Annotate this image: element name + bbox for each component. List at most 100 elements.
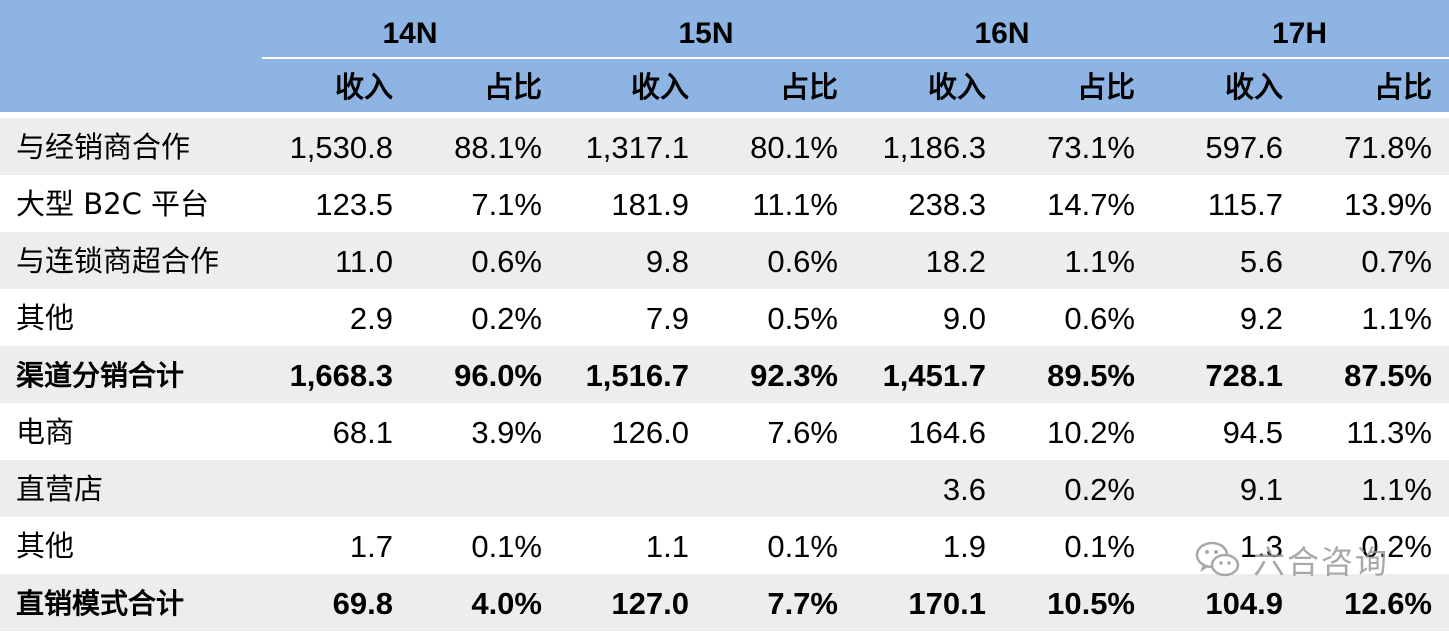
row-label: 渠道分销合计 [16, 359, 185, 392]
revenue-cell-14n: 123.5 [315, 187, 393, 222]
revenue-cell-14n: 69.8 [332, 586, 393, 621]
revenue-cell-14n: 1,530.8 [289, 130, 393, 165]
table-row: 直营店 3.6 0.2% 9.1 1.1% [0, 460, 1449, 517]
share-cell-14n: 88.1% [454, 130, 542, 165]
share-cell-15n [688, 460, 838, 517]
revenue-cell-14n: 1,668.3 [289, 358, 393, 393]
share-cell-15n: 7.7% [767, 586, 838, 621]
row-label: 与经销商合作 [16, 130, 191, 164]
revenue-cell-15n: 7.9 [645, 301, 689, 336]
revenue-cell-15n: 1,317.1 [585, 130, 689, 165]
revenue-cell-15n: 1.1 [645, 529, 689, 564]
table-row: 电商 68.1 3.9% 126.0 7.6% 164.6 10.2% 94.5 11.3% [0, 403, 1449, 460]
share-cell-14n: 4.0% [471, 586, 542, 621]
period-header-14n: 14N [382, 17, 438, 50]
period-header-15n: 15N [678, 17, 734, 50]
share-cell-15n: 11.1% [752, 187, 838, 222]
share-cell-15n: 0.5% [767, 301, 838, 336]
revenue-header-16n: 收入 [927, 70, 986, 104]
wechat-icon [1195, 541, 1240, 577]
share-cell-17h: 13.9% [1344, 187, 1432, 222]
share-cell-15n: 7.6% [767, 415, 838, 450]
share-cell-16n: 0.6% [1064, 301, 1135, 336]
revenue-cell-15n: 127.0 [611, 586, 689, 621]
share-header-15n: 占比 [779, 70, 838, 104]
revenue-cell-14n: 1.7 [349, 529, 393, 564]
share-cell-14n: 0.1% [471, 529, 542, 564]
revenue-cell-17h: 104.9 [1205, 586, 1283, 621]
share-cell-16n: 10.5% [1047, 586, 1135, 621]
table-row: 与连锁商超合作 11.0 0.6% 9.8 0.6% 18.2 1.1% 5.6 0.7% [0, 232, 1449, 289]
revenue-cell-17h: 94.5 [1222, 415, 1283, 450]
share-cell-15n: 80.1% [750, 130, 838, 165]
share-cell-17h: 1.1% [1361, 472, 1432, 507]
row-label: 大型 B2C 平台 [16, 187, 210, 221]
table-row: 其他 1.7 0.1% 1.1 0.1% 1.9 0.1% 1.3 0.2% [0, 517, 1449, 574]
revenue-cell-14n: 2.9 [349, 301, 393, 336]
revenue-header-14n: 收入 [334, 70, 393, 104]
table-row: 其他 2.9 0.2% 7.9 0.5% 9.0 0.6% 9.2 1.1% [0, 289, 1449, 346]
revenue-cell-15n: 126.0 [611, 415, 689, 450]
share-cell-17h: 1.1% [1361, 301, 1432, 336]
revenue-cell-17h: 5.6 [1239, 244, 1283, 279]
revenue-cell-15n: 9.8 [645, 244, 689, 279]
share-cell-17h: 71.8% [1344, 130, 1432, 165]
row-label: 与连锁商超合作 [16, 244, 220, 278]
share-cell-16n: 0.1% [1064, 529, 1135, 564]
share-cell-14n: 0.6% [471, 244, 542, 279]
revenue-cell-14n: 11.0 [334, 244, 393, 279]
row-label: 其他 [16, 529, 75, 563]
table-row-subtotal: 直销模式合计 69.8 4.0% 127.0 7.7% 170.1 10.5% 104.9 12… [0, 574, 1449, 631]
revenue-cell-17h: 9.1 [1239, 472, 1283, 507]
share-cell-15n: 0.6% [767, 244, 838, 279]
revenue-cell-16n: 1,186.3 [882, 130, 986, 165]
share-cell-16n: 10.2% [1047, 415, 1135, 450]
period-header-17h: 17H [1271, 17, 1328, 50]
row-label: 直销模式合计 [16, 587, 185, 620]
share-cell-14n [392, 460, 542, 517]
share-cell-16n: 1.1% [1064, 244, 1135, 279]
table-row: 与经销商合作 1,530.8 88.1% 1,317.1 80.1% 1,186.3 73.… [0, 118, 1449, 175]
revenue-cell-16n: 1,451.7 [882, 358, 986, 393]
revenue-cell-17h: 728.1 [1205, 358, 1283, 393]
share-cell-16n: 73.1% [1047, 130, 1135, 165]
revenue-cell-15n [539, 460, 689, 517]
share-header-16n: 占比 [1076, 70, 1135, 104]
share-cell-14n: 7.1% [471, 187, 542, 222]
share-cell-17h: 0.2% [1361, 529, 1432, 564]
period-header-16n: 16N [974, 17, 1030, 50]
revenue-cell-16n: 1.9 [942, 529, 986, 564]
revenue-cell-15n: 181.9 [611, 187, 689, 222]
row-label: 电商 [16, 415, 75, 449]
share-header-17h: 占比 [1373, 70, 1432, 104]
revenue-cell-14n: 68.1 [332, 415, 393, 450]
share-cell-17h: 0.7% [1361, 244, 1432, 279]
share-header-14n: 占比 [483, 70, 542, 104]
share-cell-14n: 96.0% [454, 358, 542, 393]
watermark: 六合咨询 [1195, 535, 1425, 585]
share-cell-17h: 11.3% [1346, 415, 1432, 450]
share-cell-16n: 14.7% [1047, 187, 1135, 222]
revenue-cell-17h: 115.7 [1207, 187, 1283, 222]
share-cell-17h: 87.5% [1344, 358, 1432, 393]
revenue-cell-17h: 597.6 [1205, 130, 1283, 165]
row-label: 其他 [16, 301, 75, 335]
header-divider [262, 57, 1449, 59]
table-row-subtotal: 渠道分销合计 1,668.3 96.0% 1,516.7 92.3% 1,451.7 89.… [0, 346, 1449, 403]
revenue-cell-14n [243, 460, 393, 517]
share-cell-14n: 3.9% [471, 415, 542, 450]
revenue-cell-15n: 1,516.7 [585, 358, 689, 393]
share-cell-16n: 89.5% [1047, 358, 1135, 393]
revenue-cell-16n: 170.1 [908, 586, 986, 621]
row-label: 直营店 [16, 472, 104, 506]
share-cell-15n: 0.1% [767, 529, 838, 564]
share-cell-15n: 92.3% [750, 358, 838, 393]
revenue-header-17h: 收入 [1224, 70, 1283, 104]
share-cell-14n: 0.2% [471, 301, 542, 336]
revenue-cell-16n: 18.2 [925, 244, 986, 279]
revenue-cell-16n: 164.6 [908, 415, 986, 450]
table-row: 大型 B2C 平台 123.5 7.1% 181.9 11.1% 238.3 14.7% 11… [0, 175, 1449, 232]
revenue-cell-17h: 1.3 [1239, 529, 1283, 564]
revenue-header-15n: 收入 [630, 70, 689, 104]
share-cell-17h: 12.6% [1344, 586, 1432, 621]
